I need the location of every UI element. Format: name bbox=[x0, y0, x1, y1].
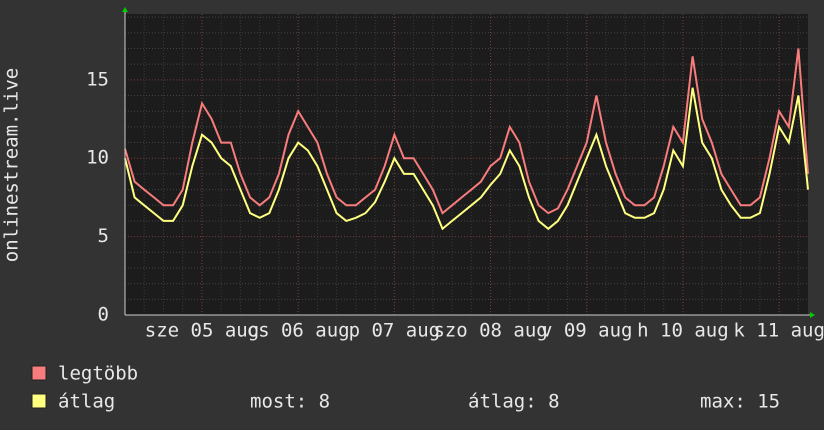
stat: most: 8 bbox=[250, 391, 330, 413]
x-tick-label: k 11 aug bbox=[733, 320, 824, 342]
stat: átlag: 8 bbox=[468, 391, 560, 413]
legend-label: legtöbb bbox=[58, 363, 138, 385]
y-axis-label: onlinestream.live bbox=[1, 68, 23, 262]
x-tick-label: cs 06 aug bbox=[247, 320, 350, 342]
legend-swatch bbox=[31, 365, 47, 381]
x-tick-label: p 07 aug bbox=[349, 320, 441, 342]
series-line bbox=[124, 87, 809, 231]
legend-label: átlag bbox=[58, 391, 115, 413]
series-line bbox=[124, 48, 809, 215]
x-tick-label: szo 08 aug bbox=[433, 320, 547, 342]
y-tick-label: 5 bbox=[98, 225, 109, 247]
y-tick-label: 0 bbox=[98, 304, 109, 326]
y-tick-label: 15 bbox=[86, 68, 109, 90]
x-tick-label: h 10 aug bbox=[637, 320, 729, 342]
x-tick-label: sze 05 aug bbox=[145, 320, 259, 342]
stat: max: 15 bbox=[700, 391, 780, 413]
x-axis-arrow bbox=[810, 312, 815, 318]
y-axis-arrow bbox=[122, 7, 128, 12]
x-tick-label: v 09 aug bbox=[541, 320, 633, 342]
y-tick-label: 10 bbox=[86, 147, 109, 169]
legend-swatch bbox=[31, 393, 47, 409]
